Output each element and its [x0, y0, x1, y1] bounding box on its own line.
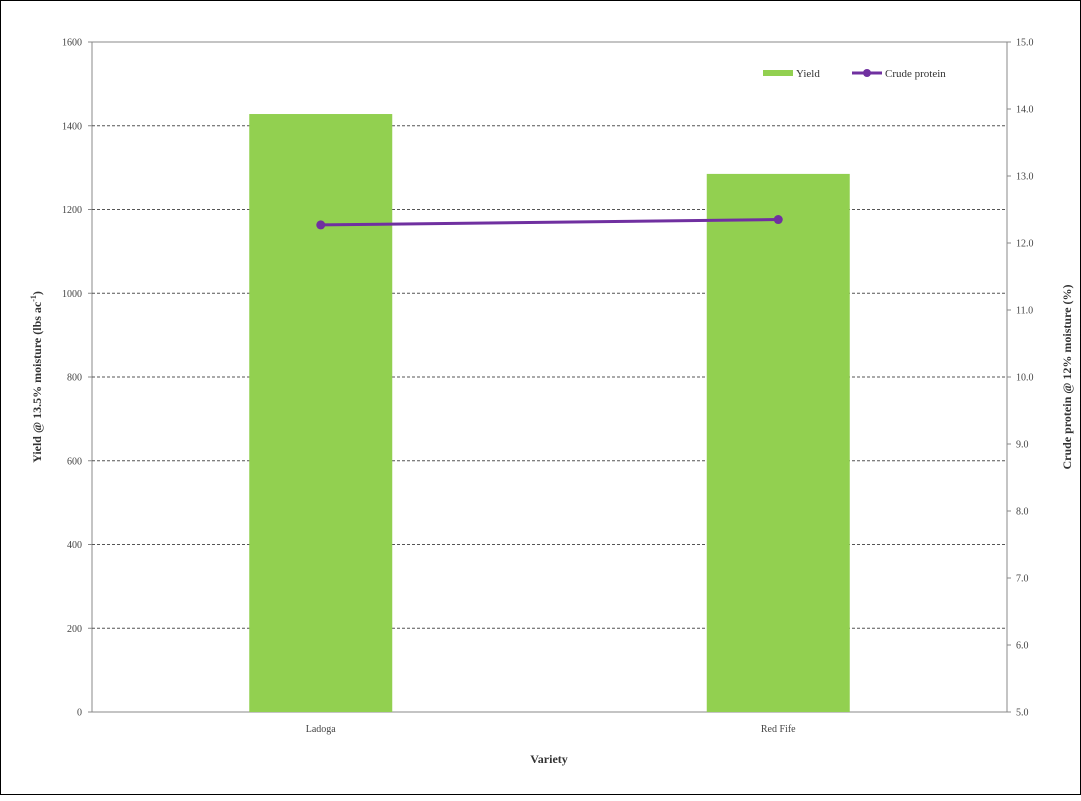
- legend-label-protein: Crude protein: [885, 68, 946, 80]
- y-tick-label: 600: [67, 456, 82, 467]
- y2-tick-label: 10.0: [1016, 373, 1034, 384]
- y-axis-left-ticks: 0 200 400 600 800 1000 1200 1400 1600: [62, 38, 92, 719]
- legend-label-yield: Yield: [796, 68, 820, 80]
- legend-swatch-yield: [763, 70, 793, 76]
- y-tick-label: 1000: [62, 289, 82, 300]
- y2-tick-label: 9.0: [1016, 440, 1029, 451]
- y-tick-label: 800: [67, 373, 82, 384]
- yield-bar: [706, 173, 850, 712]
- y-tick-label: 1400: [62, 121, 82, 132]
- y2-tick-label: 5.0: [1016, 708, 1029, 719]
- y2-tick-label: 8.0: [1016, 507, 1029, 518]
- y-tick-label: 200: [67, 624, 82, 635]
- yield-bar: [249, 114, 393, 712]
- protein-point: [316, 220, 326, 230]
- protein-line: [316, 215, 783, 230]
- yield-bars: [249, 114, 850, 712]
- y-axis-right-ticks: 5.0 6.0 7.0 8.0 9.0 10.0 11.0 12.0 13.0 14.0 15.0: [1007, 38, 1034, 719]
- legend-swatch-protein-marker: [863, 69, 871, 77]
- y-tick-label: 1200: [62, 205, 82, 216]
- y2-tick-label: 11.0: [1016, 306, 1033, 317]
- gridlines: [92, 125, 1007, 629]
- y-axis-left-title: Yield @ 13.5% moisture (lbs ac-1): [29, 291, 44, 463]
- x-axis-title: Variety: [530, 752, 568, 766]
- protein-series-line: [320, 218, 779, 227]
- y-axis-right-title: Crude protein @ 12% moisture (%): [1060, 284, 1074, 469]
- x-category-label: Red Fife: [761, 724, 796, 735]
- x-category-label: Ladoga: [306, 724, 337, 735]
- y2-tick-label: 12.0: [1016, 239, 1034, 250]
- protein-point: [773, 215, 783, 225]
- y2-tick-label: 15.0: [1016, 38, 1034, 49]
- y2-tick-label: 14.0: [1016, 105, 1034, 116]
- y-tick-label: 1600: [62, 38, 82, 49]
- y2-tick-label: 13.0: [1016, 172, 1034, 183]
- legend: Yield Crude protein: [763, 68, 946, 80]
- y-tick-label: 0: [77, 708, 82, 719]
- x-axis-categories: Ladoga Red Fife: [306, 724, 796, 735]
- y2-tick-label: 6.0: [1016, 641, 1029, 652]
- y2-tick-label: 7.0: [1016, 574, 1029, 585]
- y-tick-label: 400: [67, 540, 82, 551]
